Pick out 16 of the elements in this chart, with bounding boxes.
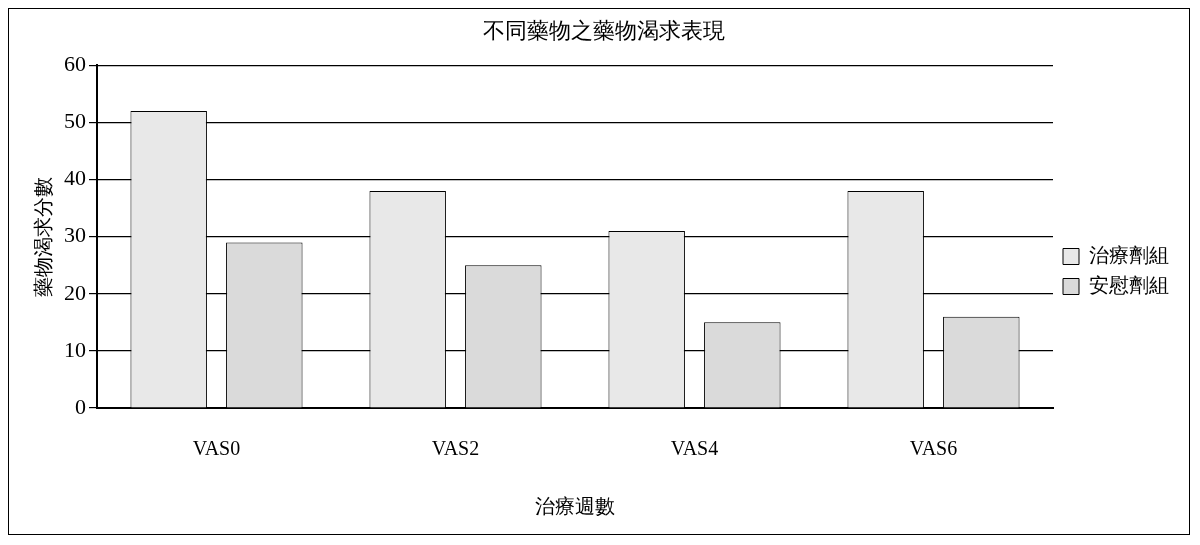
y-tick-label: 30 — [64, 222, 86, 248]
legend-label: 安慰劑組 — [1089, 273, 1169, 296]
y-tick-label: 0 — [75, 393, 86, 419]
chart-title: 不同藥物之藥物渴求表現 — [483, 17, 725, 43]
legend-label: 治療劑組 — [1089, 243, 1169, 266]
x-tick-label: VAS6 — [909, 437, 958, 460]
y-axis-title: 藥物渴求分數 — [32, 176, 55, 297]
x-axis-title: 治療週數 — [535, 495, 615, 518]
y-tick-label: 10 — [64, 336, 86, 362]
y-tick-label: 40 — [64, 165, 86, 191]
x-tick-label: VAS4 — [670, 437, 719, 460]
y-tick-label: 60 — [64, 51, 86, 77]
y-tick-label: 20 — [64, 279, 86, 305]
x-tick-label: VAS2 — [431, 437, 480, 460]
y-tick-label: 50 — [64, 108, 86, 134]
x-tick-label: VAS0 — [192, 437, 241, 460]
